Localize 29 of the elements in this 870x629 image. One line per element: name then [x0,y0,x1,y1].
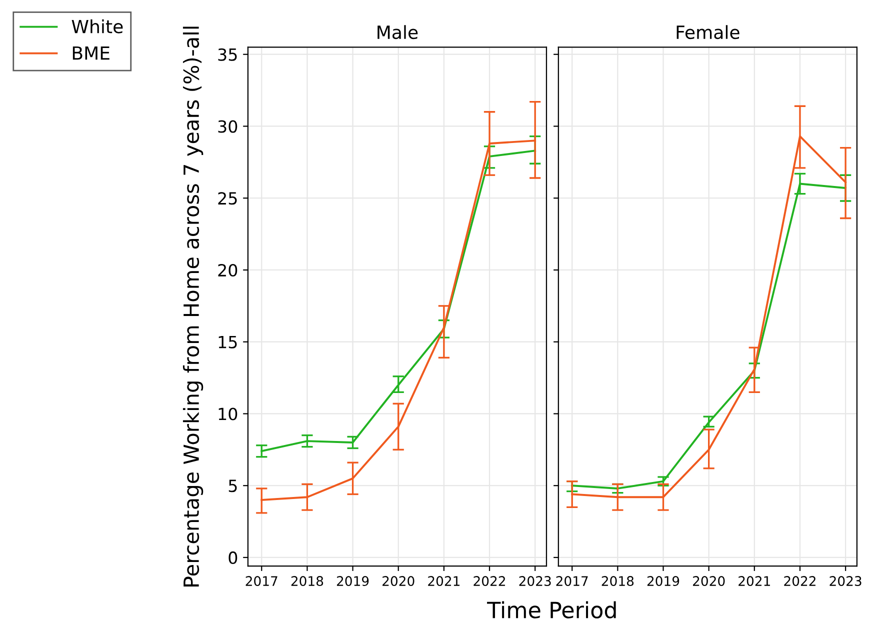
y-axis-title: Percentage Working from Home across 7 years (%)-all [182,26,204,586]
legend-label: White [72,19,123,34]
y-tick-label: 30 [218,120,238,133]
x-tick-label: 2022 [784,576,816,586]
line-series [260,150,536,452]
y-tick-label: 10 [218,408,238,420]
x-axis-title: Time Period [487,601,616,618]
x-tick-label: 2019 [647,576,680,586]
y-tick-label: 15 [218,336,237,348]
x-tick-label: 2023 [830,576,862,586]
x-tick-label: 2017 [556,576,588,586]
x-tick-label: 2017 [246,576,278,586]
chart-title: Male [378,25,418,40]
x-tick-label: 2018 [602,576,634,586]
x-tick-label: 2020 [693,576,725,586]
y-tick-label: 35 [218,48,237,61]
x-tick-label: 2023 [519,576,551,586]
x-tick-label: 2021 [738,576,770,586]
x-tick-label: 2019 [336,576,369,586]
x-tick-label: 2022 [474,576,505,586]
y-tick-label: 5 [228,480,237,492]
y-tick-label: 25 [218,192,237,205]
chart-title: Female [676,25,740,40]
x-tick-label: 2018 [291,576,324,586]
y-tick-label: 20 [218,264,238,277]
y-tick-label: 0 [228,551,238,564]
legend-label: BME [72,46,110,60]
x-tick-label: 2021 [428,576,460,586]
x-tick-label: 2020 [382,576,414,586]
